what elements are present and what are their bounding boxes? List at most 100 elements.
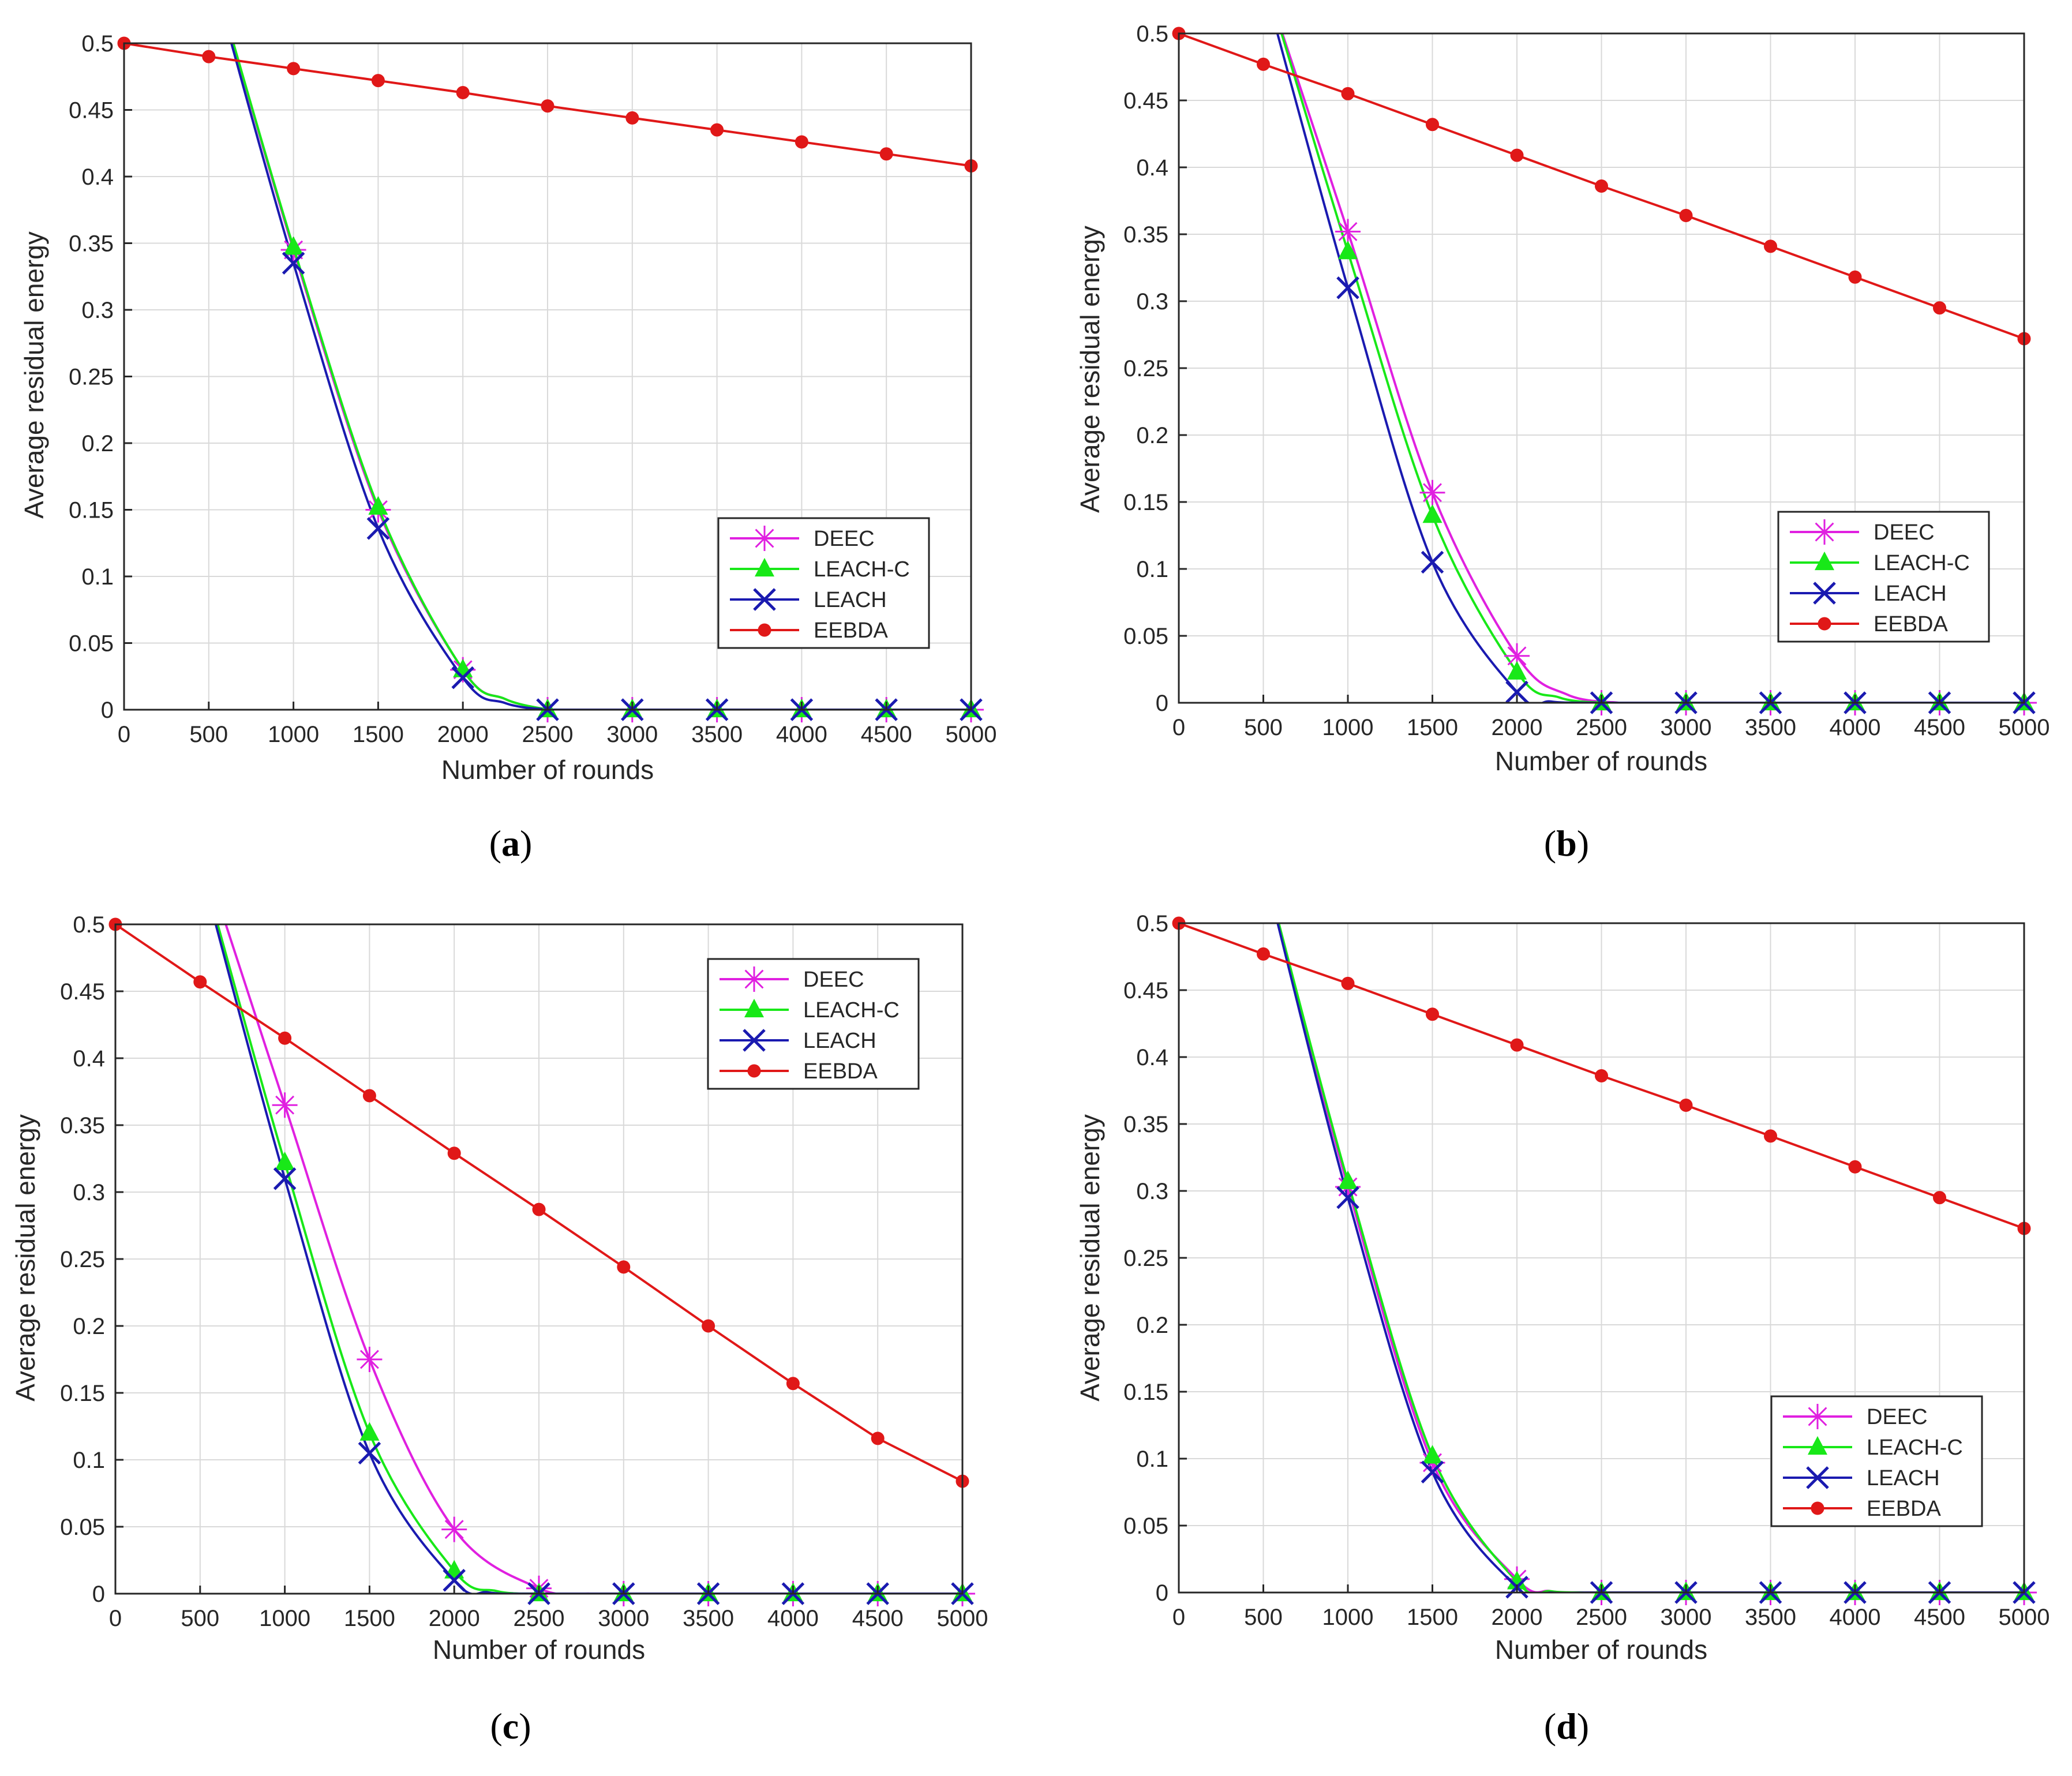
series-line [1276,923,1585,1593]
caption-letter: b [1556,823,1577,864]
data-point-eebda [1257,947,1270,961]
data-point-leach [282,252,305,275]
x-tick-label: 4500 [1914,1605,1965,1630]
x-tick-label: 0 [1172,715,1185,740]
legend-marker [747,1064,761,1078]
data-point-leach [1336,276,1359,299]
y-tick-label: 0.25 [60,1247,105,1272]
data-point-eebda [1426,1007,1439,1021]
y-tick-label: 0.2 [81,431,114,456]
y-tick-label: 0.45 [69,98,114,123]
chart-panel-c: 0 500 1000 1500 2000 2500 3000 3500 4000 4500 5000… [10,912,988,1665]
x-tick-label: 2500 [1576,715,1627,740]
data-point-eebda [786,1377,800,1391]
data-point-leach-c [359,1422,380,1441]
series-leach [1276,923,2024,1593]
y-tick-label: 0.3 [1136,289,1168,314]
data-point-eebda [532,1202,546,1216]
series-deec [224,924,962,1594]
legend-label: LEACH [814,588,887,612]
legend-label: LEACH [1867,1466,1940,1490]
y-axis-label: Average residual energy [10,1114,40,1402]
y-tick-label: 0.3 [81,298,114,323]
caption-letter: c [502,1706,519,1747]
x-tick-label: 3500 [1745,1605,1796,1630]
legend-marker [744,998,765,1018]
x-tick-label: 4000 [1830,1605,1881,1630]
data-point-leach [273,1167,297,1190]
x-tick-label: 1500 [1407,1605,1458,1630]
x-tick-label: 0 [109,1606,122,1631]
data-point-leach-c [1337,1170,1358,1189]
data-point-eebda [1341,976,1355,990]
x-axis-label: Number of rounds [441,755,654,785]
chart-panel-a: 0 500 1000 1500 2000 2500 3000 3500 4000 4500 5000… [19,31,996,785]
x-tick-label: 2500 [522,722,574,747]
legend-marker [743,1029,766,1052]
legend-label: DEEC [803,968,864,992]
x-tick-label: 5000 [1999,715,2050,740]
data-point-eebda [1595,179,1608,193]
data-point-leach-c [1337,241,1358,260]
legend-label: LEACH-C [1874,551,1970,575]
legend-marker [1807,1436,1828,1455]
data-point-eebda [879,147,893,161]
data-point-leach-c [1422,1445,1442,1464]
y-tick-label: 0.2 [73,1314,105,1339]
data-point-eebda [1933,301,1946,315]
y-tick-label: 0.3 [1136,1179,1168,1204]
y-tick-label: 0 [1156,691,1168,716]
x-tick-label: 4500 [1914,715,1965,740]
legend-marker [1813,582,1836,605]
series-leach-c [216,924,962,1594]
legend-marker [1806,1466,1829,1489]
legend-marker [1814,551,1835,571]
x-tick-label: 4000 [767,1606,819,1631]
data-point-leach [366,517,390,540]
data-point-eebda [1679,209,1693,223]
x-tick-label: 1000 [1322,715,1374,740]
series-line [214,924,522,1594]
y-axis-label: Average residual energy [1075,1114,1105,1402]
data-point-eebda [625,111,639,125]
legend-box [1777,511,1990,643]
x-tick-label: 4000 [1830,715,1881,740]
x-axis-label: Number of rounds [1495,1635,1707,1665]
series-line [1277,923,1585,1593]
y-tick-label: 0.25 [1123,1246,1168,1271]
data-point-eebda [617,1260,631,1274]
legend: DEEC LEACH-C LEACH EEBDA [1770,1395,1983,1527]
y-tick-label: 0.4 [1136,155,1168,181]
data-point-leach-c [1422,504,1442,523]
legend-label: LEACH [803,1029,876,1053]
x-tick-label: 2500 [514,1606,565,1631]
y-tick-label: 0 [1156,1580,1168,1606]
x-tick-label: 500 [1244,1605,1283,1630]
data-point-leach [1336,1186,1359,1209]
x-tick-label: 3500 [683,1606,734,1631]
data-point-leach [1421,550,1444,574]
x-tick-label: 0 [1172,1605,1185,1630]
y-tick-label: 0.35 [1123,222,1168,248]
y-tick-label: 0.5 [73,912,105,938]
x-tick-label: 2000 [429,1606,480,1631]
data-point-deec [1419,479,1445,505]
legend-marker [741,966,767,992]
data-point-deec [441,1516,467,1542]
y-tick-label: 0.5 [81,31,114,57]
y-tick-label: 0.15 [60,1381,105,1406]
y-axis-label: Average residual energy [1075,226,1105,513]
series-group [115,924,962,1594]
data-point-eebda [1341,87,1355,100]
y-tick-label: 0.15 [1123,1380,1168,1405]
x-axis-label: Number of rounds [433,1635,645,1665]
legend: DEEC LEACH-C LEACH EEBDA [717,517,930,649]
series-line [1280,33,1602,703]
x-tick-label: 3000 [1661,715,1712,740]
data-point-eebda [193,975,207,989]
x-tick-label: 1000 [268,722,319,747]
data-point-eebda [1764,1129,1777,1143]
y-tick-label: 0.5 [1136,21,1168,47]
data-point-eebda [1848,270,1862,284]
x-tick-label: 3000 [598,1606,649,1631]
